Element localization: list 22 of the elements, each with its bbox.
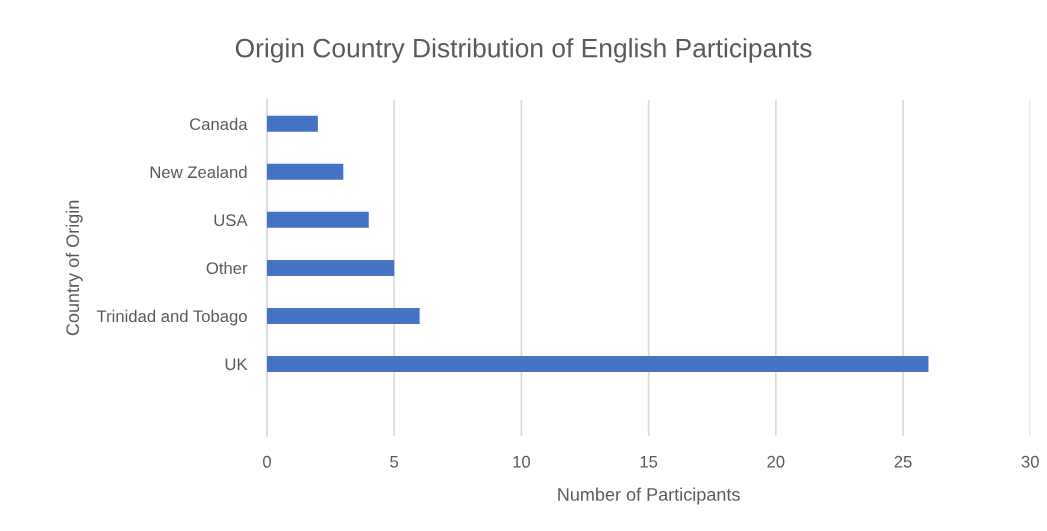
x-tick-label: 0 <box>263 455 271 468</box>
x-tick-label: 30 <box>1021 455 1039 468</box>
bar <box>266 115 318 132</box>
bar <box>266 307 420 324</box>
y-axis-title: Country of Origin <box>65 200 83 336</box>
x-tick-label: 5 <box>390 456 399 468</box>
y-tick-label: Other <box>206 261 248 275</box>
bar <box>266 211 369 228</box>
x-tick-label: 25 <box>894 455 912 468</box>
x-tick-label: 15 <box>640 456 658 468</box>
bar <box>266 259 395 276</box>
y-tick-label: USA <box>214 214 248 227</box>
x-axis-title: Number of Participants <box>558 487 740 505</box>
x-tick-label: 10 <box>513 455 531 468</box>
y-tick-label: Trinidad and Tobago <box>96 309 247 326</box>
bar <box>266 355 929 372</box>
y-tick-label: UK <box>225 358 248 371</box>
x-tick-label: 20 <box>767 455 785 468</box>
chart-title: Origin Country Distribution of English Participants <box>235 38 812 63</box>
bar <box>266 163 344 180</box>
y-tick-label: New Zealand <box>150 165 247 179</box>
y-tick-label: Canada <box>190 117 248 131</box>
